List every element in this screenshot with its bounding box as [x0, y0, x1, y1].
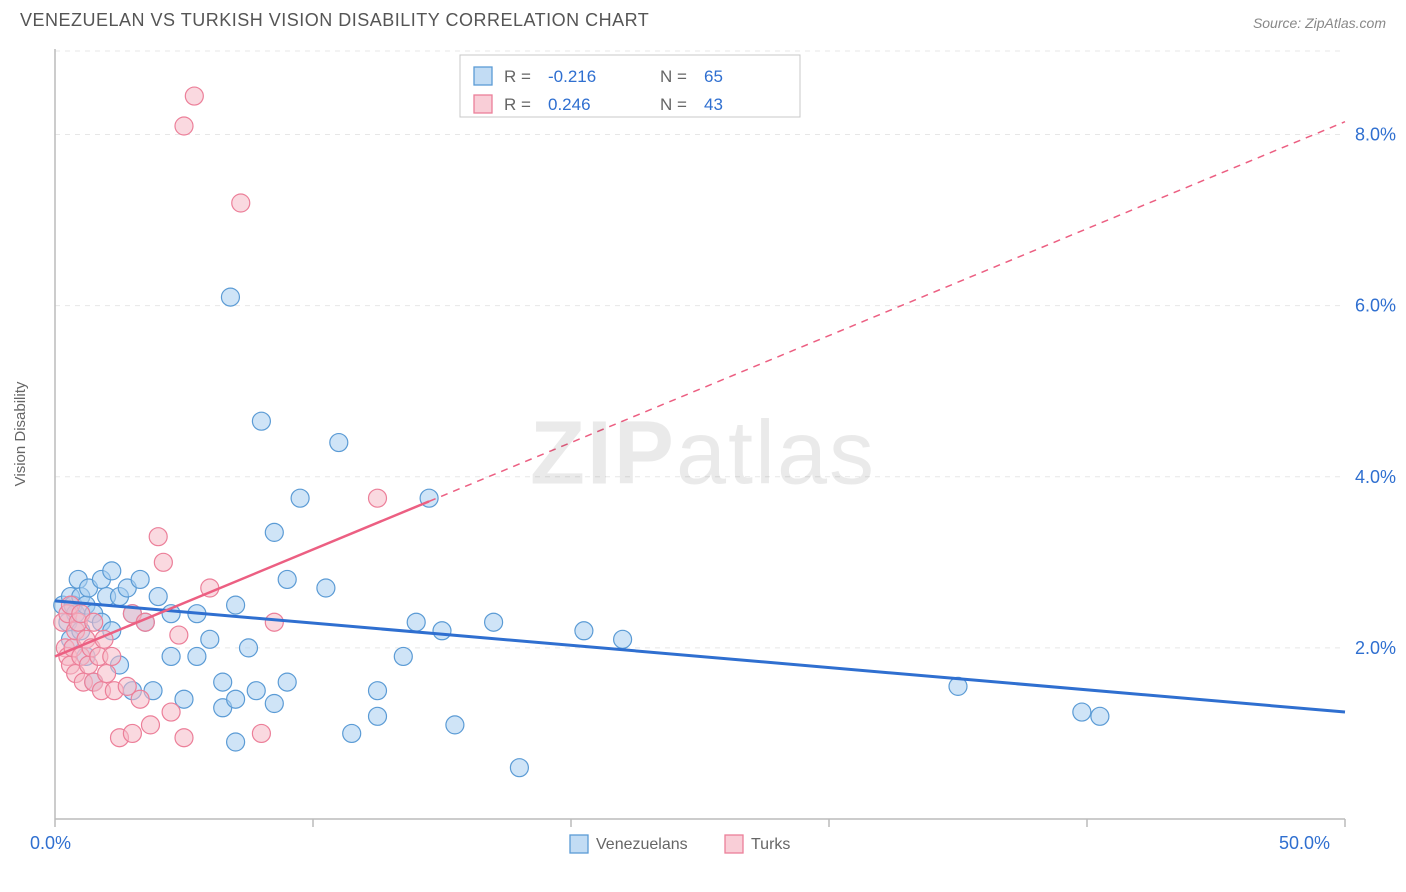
- data-point: [131, 570, 149, 588]
- data-point: [227, 733, 245, 751]
- data-point: [407, 613, 425, 631]
- data-point: [291, 489, 309, 507]
- data-point: [232, 194, 250, 212]
- data-point: [214, 673, 232, 691]
- data-point: [369, 489, 387, 507]
- stat-r-value: -0.216: [548, 67, 596, 86]
- data-point: [247, 682, 265, 700]
- data-point: [278, 673, 296, 691]
- data-point: [278, 570, 296, 588]
- data-point: [446, 716, 464, 734]
- x-min-label: 0.0%: [30, 833, 71, 853]
- header: VENEZUELAN VS TURKISH VISION DISABILITY …: [0, 0, 1406, 39]
- data-point: [175, 117, 193, 135]
- trend-line-dashed: [429, 122, 1345, 502]
- stat-n-label: N =: [660, 67, 687, 86]
- data-point: [433, 622, 451, 640]
- data-point: [265, 695, 283, 713]
- data-point: [123, 724, 141, 742]
- data-point: [369, 707, 387, 725]
- data-point: [240, 639, 258, 657]
- legend-swatch: [725, 835, 743, 853]
- data-point: [175, 729, 193, 747]
- stat-r-label: R =: [504, 67, 531, 86]
- y-tick-label: 6.0%: [1355, 296, 1396, 316]
- stat-n-value: 65: [704, 67, 723, 86]
- stat-r-label: R =: [504, 95, 531, 114]
- data-point: [103, 562, 121, 580]
- stat-n-label: N =: [660, 95, 687, 114]
- data-point: [188, 647, 206, 665]
- data-point: [170, 626, 188, 644]
- y-tick-label: 8.0%: [1355, 125, 1396, 145]
- data-point: [1073, 703, 1091, 721]
- data-point: [221, 288, 239, 306]
- data-point: [252, 412, 270, 430]
- data-point: [343, 724, 361, 742]
- data-point: [369, 682, 387, 700]
- data-point: [131, 690, 149, 708]
- data-point: [185, 87, 203, 105]
- scatter-chart: 2.0% 4.0% 6.0% 8.0% 0.0% 50.0% Vision Disabili…: [0, 39, 1406, 879]
- legend-label: Turks: [751, 836, 790, 853]
- data-point: [330, 434, 348, 452]
- data-point: [227, 596, 245, 614]
- data-point: [149, 528, 167, 546]
- y-axis-title: Vision Disability: [12, 381, 29, 486]
- data-point: [162, 647, 180, 665]
- data-point: [162, 703, 180, 721]
- data-point: [485, 613, 503, 631]
- data-point: [252, 724, 270, 742]
- y-tick-label: 2.0%: [1355, 638, 1396, 658]
- data-point: [227, 690, 245, 708]
- data-point: [317, 579, 335, 597]
- y-tick-label: 4.0%: [1355, 467, 1396, 487]
- legend-label: Venezuelans: [596, 836, 688, 853]
- data-point: [98, 665, 116, 683]
- source-label: Source: ZipAtlas.com: [1253, 15, 1386, 31]
- stat-n-value: 43: [704, 95, 723, 114]
- data-point: [394, 647, 412, 665]
- data-point: [1091, 707, 1109, 725]
- chart-title: VENEZUELAN VS TURKISH VISION DISABILITY …: [20, 10, 649, 31]
- legend-swatch: [474, 95, 492, 113]
- data-point: [265, 523, 283, 541]
- legend-swatch: [474, 67, 492, 85]
- data-point: [575, 622, 593, 640]
- data-point: [265, 613, 283, 631]
- data-point: [103, 647, 121, 665]
- legend-swatch: [570, 835, 588, 853]
- stat-r-value: 0.246: [548, 95, 591, 114]
- data-point: [201, 630, 219, 648]
- chart-container: 2.0% 4.0% 6.0% 8.0% 0.0% 50.0% Vision Disabili…: [0, 39, 1406, 879]
- data-point: [149, 588, 167, 606]
- data-point: [614, 630, 632, 648]
- data-point: [154, 553, 172, 571]
- data-point: [141, 716, 159, 734]
- data-point: [510, 759, 528, 777]
- x-max-label: 50.0%: [1279, 833, 1330, 853]
- data-point: [85, 613, 103, 631]
